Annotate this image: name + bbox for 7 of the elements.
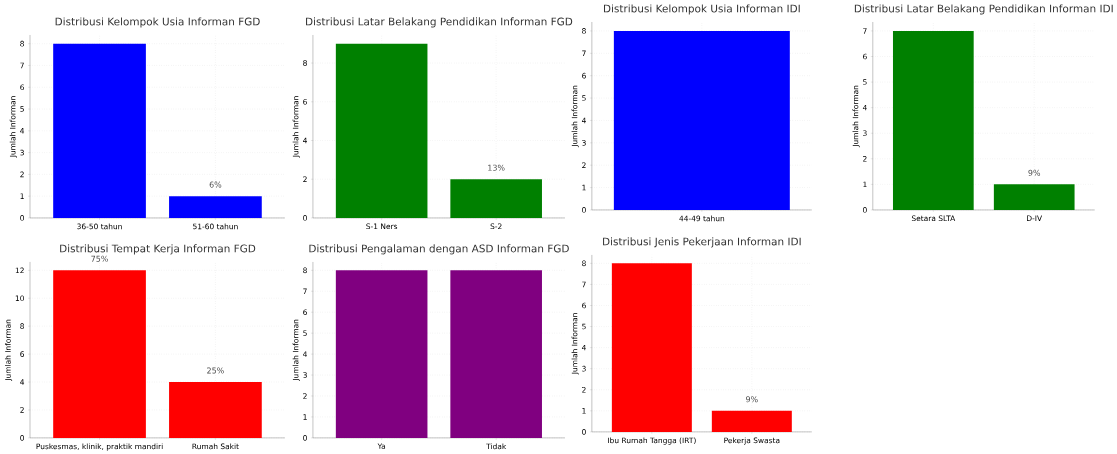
chart-title: Distribusi Jenis Pekerjaan Informan IDI	[603, 237, 801, 248]
chart-title: Distribusi Kelompok Usia Informan FGD	[55, 17, 260, 28]
chart-title: Distribusi Kelompok Usia Informan IDI	[603, 4, 800, 15]
chart-title: Distribusi Latar Belakang Pendidikan Informan FGD	[306, 17, 573, 28]
chart-title: Distribusi Tempat Kerja Informan FGD	[60, 244, 256, 255]
chart-title: Distribusi Pengalaman dengan ASD Informan FGD	[309, 244, 569, 255]
chart-title: Distribusi Latar Belakang Pendidikan Informan IDI	[854, 4, 1113, 15]
